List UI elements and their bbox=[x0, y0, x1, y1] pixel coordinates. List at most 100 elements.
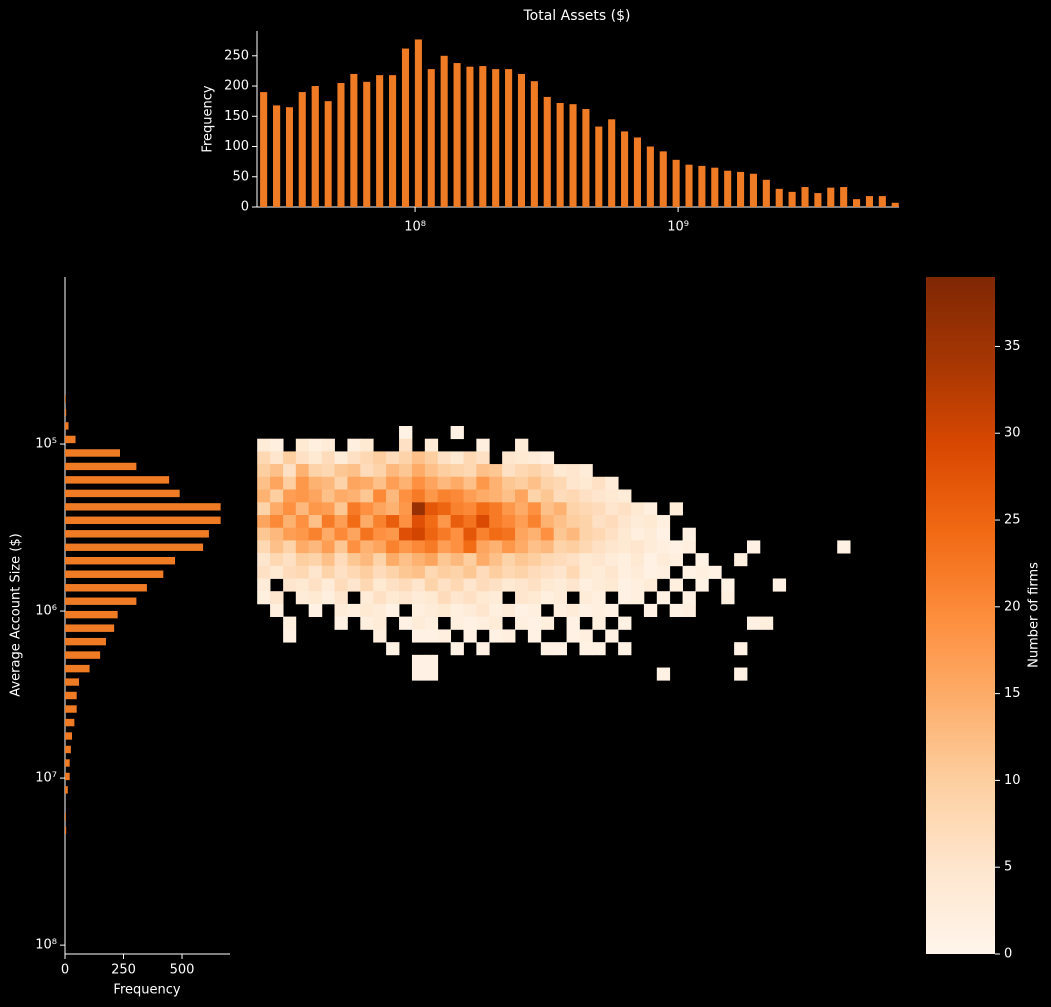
heatmap-cell bbox=[399, 527, 413, 541]
bar bbox=[788, 191, 796, 207]
bar bbox=[814, 193, 822, 207]
heatmap-cell bbox=[643, 578, 658, 592]
bar bbox=[65, 449, 120, 457]
heatmap-cell bbox=[334, 540, 348, 554]
heatmap-cell bbox=[540, 540, 555, 554]
heatmap-cell bbox=[489, 464, 503, 478]
bar bbox=[543, 96, 551, 207]
heatmap-cell bbox=[502, 476, 516, 490]
heatmap-cell bbox=[476, 540, 490, 554]
y-tick-label: 0 bbox=[241, 200, 249, 215]
heatmap-cell bbox=[283, 578, 297, 592]
bar bbox=[285, 107, 293, 207]
heatmap-cell bbox=[643, 553, 658, 567]
heatmap-cell bbox=[566, 540, 580, 554]
heatmap-cell bbox=[257, 527, 271, 541]
bar bbox=[556, 102, 564, 207]
heatmap-cell bbox=[347, 553, 361, 567]
heatmap-cell bbox=[321, 553, 335, 567]
heatmap-cell bbox=[308, 540, 323, 554]
heatmap-cell bbox=[321, 502, 335, 516]
heatmap-cell bbox=[347, 489, 361, 503]
heatmap-cell bbox=[605, 578, 619, 592]
heatmap-cell bbox=[321, 540, 335, 554]
heatmap-cell bbox=[527, 591, 542, 605]
bar bbox=[724, 170, 732, 207]
bar bbox=[65, 584, 147, 592]
heatmap-cell bbox=[437, 603, 452, 617]
heatmap-cell bbox=[592, 476, 606, 490]
bar bbox=[659, 151, 667, 207]
heatmap-cell bbox=[566, 515, 580, 529]
heatmap-cell bbox=[450, 489, 464, 503]
heatmap-cell bbox=[489, 476, 503, 490]
bar bbox=[65, 651, 101, 659]
heatmap-cell bbox=[669, 603, 683, 617]
heatmap-cell bbox=[566, 629, 580, 643]
heatmap-cell bbox=[463, 502, 477, 516]
bar bbox=[891, 202, 899, 207]
heatmap-cell bbox=[411, 515, 426, 529]
heatmap-cell bbox=[450, 603, 464, 617]
heatmap-cell bbox=[295, 464, 310, 478]
heatmap-cell bbox=[424, 553, 439, 567]
heatmap-cell bbox=[347, 565, 361, 579]
heatmap-cell bbox=[321, 476, 335, 490]
heatmap-cell bbox=[295, 553, 310, 567]
heatmap-cell bbox=[450, 451, 464, 465]
heatmap-cell bbox=[399, 553, 413, 567]
heatmap-cell bbox=[295, 502, 310, 516]
heatmap-cell bbox=[669, 502, 683, 516]
bar bbox=[65, 543, 204, 551]
heatmap-cell bbox=[734, 553, 748, 567]
heatmap-cell bbox=[386, 578, 400, 592]
heatmap-cell bbox=[450, 553, 464, 567]
heatmap-cell bbox=[463, 464, 477, 478]
heatmap-cell bbox=[308, 578, 323, 592]
heatmap-cell bbox=[283, 476, 297, 490]
heatmap-cell bbox=[553, 553, 567, 567]
heatmap-cell bbox=[618, 502, 632, 516]
heatmap-cell bbox=[373, 476, 387, 490]
heatmap-cell bbox=[373, 591, 387, 605]
heatmap-cell bbox=[489, 565, 503, 579]
bar bbox=[376, 75, 384, 207]
heatmap-cell bbox=[631, 502, 645, 516]
heatmap-cell bbox=[527, 476, 542, 490]
bar bbox=[65, 772, 70, 781]
bar bbox=[273, 105, 281, 207]
bar bbox=[582, 109, 590, 207]
heatmap-cell bbox=[566, 616, 580, 630]
heatmap-cell bbox=[579, 515, 593, 529]
heatmap-cell bbox=[270, 438, 284, 452]
y-tick-label: 50 bbox=[232, 169, 249, 184]
heatmap-cell bbox=[463, 591, 477, 605]
heatmap-cell bbox=[283, 451, 297, 465]
heatmap-cell bbox=[411, 502, 426, 516]
heatmap-cell bbox=[308, 464, 323, 478]
heatmap-cell bbox=[386, 464, 400, 478]
heatmap-cell bbox=[437, 591, 452, 605]
colorbar bbox=[926, 277, 995, 954]
heatmap-cell bbox=[424, 654, 439, 668]
heatmap-cell bbox=[643, 540, 658, 554]
heatmap-cell bbox=[399, 578, 413, 592]
heatmap-cell bbox=[747, 540, 761, 554]
heatmap-cell bbox=[502, 515, 516, 529]
heatmap-cell bbox=[386, 591, 400, 605]
heatmap-cell bbox=[411, 578, 426, 592]
heatmap-cell bbox=[334, 553, 348, 567]
heatmap-cell bbox=[515, 616, 529, 630]
heatmap-cell bbox=[308, 476, 323, 490]
heatmap-cell bbox=[424, 565, 439, 579]
heatmap-cell bbox=[527, 629, 542, 643]
heatmap-cell bbox=[463, 489, 477, 503]
x-tick-label: 10⁸ bbox=[404, 220, 426, 235]
top-title: Total Assets ($) bbox=[523, 8, 631, 24]
heatmap-cell bbox=[347, 438, 361, 452]
bar bbox=[440, 55, 448, 207]
y-tick-label: 10⁵ bbox=[35, 437, 57, 452]
colorbar-tick-label: 20 bbox=[1004, 599, 1021, 614]
heatmap-cell bbox=[592, 502, 606, 516]
heatmap-cell bbox=[334, 464, 348, 478]
